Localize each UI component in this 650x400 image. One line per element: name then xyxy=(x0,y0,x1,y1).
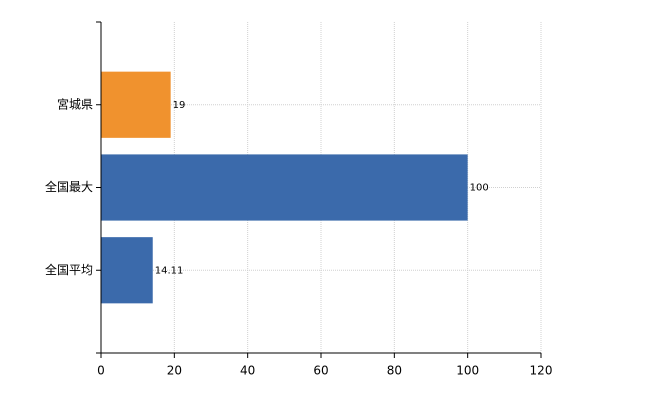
x-tick-label: 40 xyxy=(240,364,255,378)
x-tick-label: 0 xyxy=(97,364,105,378)
x-tick-label: 120 xyxy=(530,364,553,378)
y-tick-label: 宮城県 xyxy=(57,96,93,111)
value-label: 14.11 xyxy=(155,265,184,276)
x-tick-label: 20 xyxy=(167,364,182,378)
bar xyxy=(101,154,468,221)
x-tick-label: 100 xyxy=(456,364,479,378)
bar xyxy=(101,237,153,304)
y-tick-label: 全国最大 xyxy=(45,179,93,194)
x-tick-label: 80 xyxy=(387,364,402,378)
x-tick-label: 60 xyxy=(313,364,328,378)
value-label: 100 xyxy=(470,183,489,194)
y-tick-label: 全国平均 xyxy=(45,262,93,277)
value-label: 19 xyxy=(173,100,186,111)
bar xyxy=(101,71,171,138)
